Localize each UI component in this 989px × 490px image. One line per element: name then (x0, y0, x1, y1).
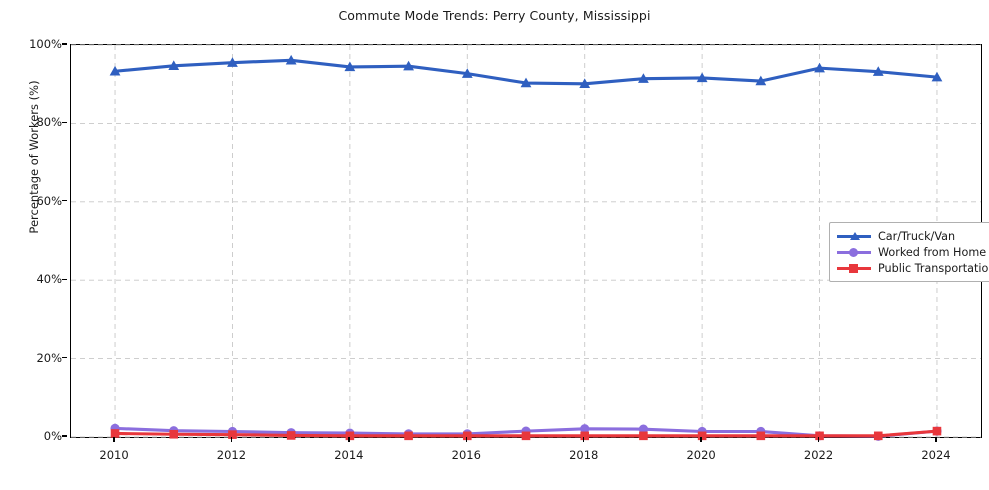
data-point-marker (580, 431, 590, 441)
data-point-marker (756, 431, 766, 441)
x-tick-label: 2024 (921, 448, 951, 462)
x-tick-mark (817, 437, 820, 442)
x-tick-mark (230, 437, 233, 442)
legend-label: Worked from Home (878, 245, 987, 259)
data-point-marker (228, 430, 237, 439)
data-point-marker (755, 75, 767, 86)
x-tick-mark (113, 437, 115, 442)
data-point-marker (345, 431, 355, 441)
y-tick-label: 0% (43, 429, 62, 443)
x-axis-ticks: 2010 2012 2014 2016 2018 2020 2022 2024 (70, 436, 980, 476)
y-tick-mark (62, 43, 67, 45)
y-tick-label: 40% (36, 272, 62, 287)
data-point-marker (580, 424, 590, 434)
data-point-marker (931, 71, 943, 82)
series-public-transportation (110, 426, 942, 441)
data-point-marker (109, 65, 121, 76)
x-tick-mark (583, 437, 585, 442)
x-tick-label: 2016 (451, 448, 481, 462)
data-point-marker (521, 431, 531, 441)
legend-label: Public Transportation (878, 261, 989, 275)
data-point-marker (697, 431, 707, 441)
legend-swatch (837, 245, 871, 259)
data-point-marker (696, 72, 708, 83)
data-point-marker (461, 68, 473, 78)
legend-label: Car/Truck/Van (878, 229, 956, 243)
series-canvas (71, 44, 981, 441)
data-point-marker (110, 429, 120, 438)
data-point-marker (168, 60, 180, 70)
legend-item[interactable]: Public Transportation (837, 260, 989, 276)
y-axis-ticks: 0% 20% 40% 60% 80% 100% (0, 37, 67, 443)
y-tick-label: 80% (36, 115, 62, 130)
legend-swatch (837, 229, 871, 243)
y-tick-label: 20% (36, 350, 62, 365)
legend-swatch (837, 261, 871, 275)
data-point-marker (873, 431, 883, 441)
data-point-marker (520, 77, 532, 88)
legend-item[interactable]: Worked from Home (837, 244, 989, 260)
data-point-marker (638, 424, 649, 434)
x-tick-mark (935, 437, 937, 442)
x-tick-label: 2012 (216, 448, 247, 462)
data-point-marker (169, 429, 179, 439)
data-point-marker (286, 431, 296, 440)
x-tick-mark (465, 437, 467, 442)
y-tick-label: 100% (29, 37, 62, 51)
data-point-marker (285, 54, 297, 65)
data-point-marker (639, 431, 648, 441)
chart-legend[interactable]: Car/Truck/Van Worked from Home Public Tran… (829, 222, 989, 282)
data-point-marker (403, 60, 414, 71)
y-tick-mark (62, 200, 67, 202)
data-point-marker (814, 62, 825, 73)
y-tick-mark (62, 278, 67, 280)
chart-title: Commute Mode Trends: Perry County, Missi… (338, 8, 651, 23)
series-layer (109, 54, 943, 441)
y-tick-mark (62, 121, 67, 124)
legend-marker-square-icon (849, 264, 858, 273)
data-point-marker (344, 61, 356, 72)
data-point-marker (462, 431, 472, 441)
x-tick-label: 2010 (99, 448, 129, 462)
data-point-marker (404, 431, 413, 441)
y-tick-label: 60% (36, 193, 62, 208)
data-point-marker (638, 73, 649, 83)
x-tick-label: 2018 (569, 448, 599, 462)
data-point-marker (227, 57, 238, 67)
y-tick-mark (62, 435, 67, 437)
data-point-marker (932, 426, 942, 436)
x-tick-label: 2014 (334, 448, 364, 462)
legend-item[interactable]: Car/Truck/Van (837, 228, 989, 244)
x-tick-mark (348, 437, 350, 442)
legend-marker-circle-icon (849, 248, 858, 257)
data-point-marker (579, 78, 591, 89)
data-point-marker (815, 431, 824, 441)
legend-marker-triangle-icon (850, 232, 860, 240)
x-tick-label: 2020 (686, 448, 716, 462)
y-tick-mark (62, 356, 67, 359)
x-tick-mark (700, 437, 702, 442)
series-car-truck-van (109, 54, 943, 89)
x-tick-label: 2022 (803, 448, 834, 462)
data-point-marker (872, 66, 884, 76)
